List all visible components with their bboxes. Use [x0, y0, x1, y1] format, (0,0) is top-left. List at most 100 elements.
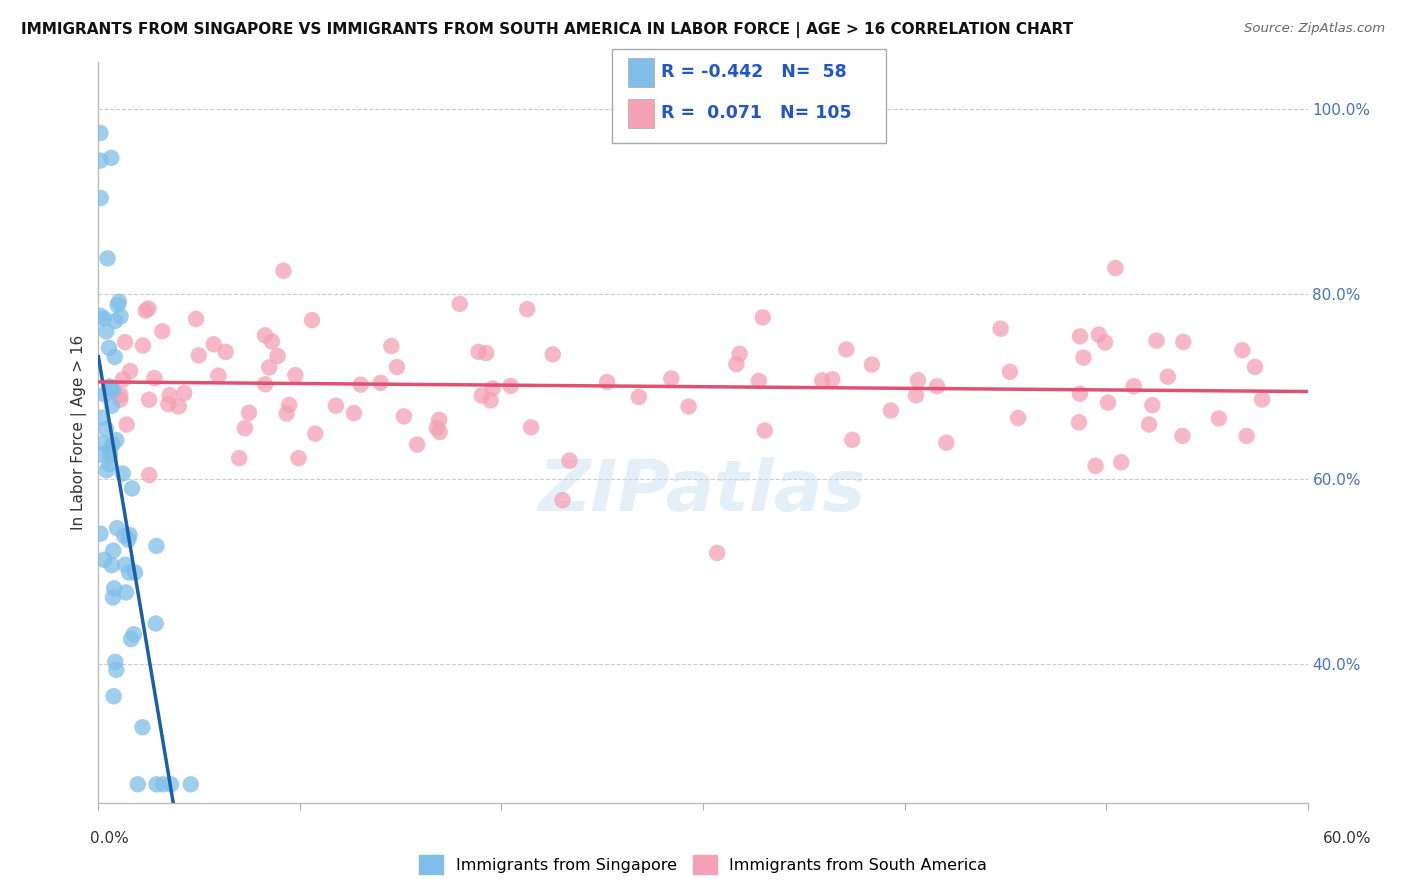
Point [1104, 261, 1126, 276]
Point [145, 777, 167, 791]
Text: R =  0.071   N= 105: R = 0.071 N= 105 [661, 104, 852, 122]
Point [516, 302, 538, 317]
Point [101, 384, 124, 398]
Point [117, 533, 139, 547]
Point [101, 437, 124, 451]
Point [678, 400, 700, 414]
Point [105, 521, 128, 535]
Point [1171, 429, 1194, 443]
Point [214, 344, 236, 359]
Point [499, 379, 522, 393]
Point [96, 324, 118, 338]
Point [94, 387, 117, 401]
Point [110, 310, 132, 324]
Point [187, 348, 209, 362]
Point [138, 468, 160, 483]
Point [90, 410, 112, 425]
Point [257, 360, 280, 375]
Text: IMMIGRANTS FROM SINGAPORE VS IMMIGRANTS FROM SOUTH AMERICA IN LABOR FORCE | AGE : IMMIGRANTS FROM SINGAPORE VS IMMIGRANTS … [21, 22, 1073, 38]
Point [112, 529, 135, 543]
Point [752, 310, 775, 325]
Point [1073, 351, 1095, 365]
Point [1069, 329, 1091, 343]
Point [1088, 327, 1111, 342]
Point [120, 364, 142, 378]
Point [238, 406, 260, 420]
Point [467, 344, 489, 359]
Point [115, 417, 138, 432]
Point [103, 543, 125, 558]
Point [103, 690, 125, 704]
Point [89, 448, 111, 462]
Point [103, 582, 125, 596]
Legend: Immigrants from Singapore, Immigrants from South America: Immigrants from Singapore, Immigrants fr… [412, 848, 994, 880]
Point [1232, 343, 1254, 358]
Point [427, 413, 450, 427]
Point [1097, 395, 1119, 409]
Point [89, 153, 111, 168]
Point [1142, 398, 1164, 412]
Point [278, 398, 301, 412]
Point [101, 399, 124, 413]
Point [748, 374, 770, 388]
Point [471, 388, 494, 402]
Point [998, 365, 1021, 379]
Point [108, 294, 131, 309]
Point [880, 403, 903, 417]
Point [122, 627, 145, 641]
Point [89, 126, 111, 140]
Point [111, 372, 134, 386]
Point [94, 422, 117, 436]
Point [202, 337, 225, 351]
Point [1173, 334, 1195, 349]
Point [860, 358, 883, 372]
Point [98, 442, 121, 457]
Point [135, 303, 157, 318]
Point [725, 357, 748, 371]
Point [145, 539, 167, 553]
Point [118, 566, 141, 580]
Point [1146, 334, 1168, 348]
Point [304, 426, 326, 441]
Point [124, 566, 146, 580]
Point [105, 663, 128, 677]
Point [325, 399, 347, 413]
Point [98, 448, 121, 462]
Point [904, 388, 927, 402]
Point [350, 377, 373, 392]
Point [835, 343, 858, 357]
Point [114, 335, 136, 350]
Point [301, 313, 323, 327]
Point [1251, 392, 1274, 407]
Point [1208, 411, 1230, 425]
Point [551, 493, 574, 508]
Point [131, 720, 153, 734]
Point [96, 252, 118, 266]
Point [160, 777, 183, 791]
Point [284, 368, 307, 383]
Point [180, 777, 202, 791]
Point [184, 312, 207, 326]
Point [475, 346, 498, 360]
Point [385, 359, 408, 374]
Text: 60.0%: 60.0% [1323, 831, 1371, 847]
Point [273, 264, 295, 278]
Point [101, 591, 124, 605]
Point [93, 311, 115, 326]
Point [159, 388, 181, 402]
Point [90, 191, 112, 205]
Point [104, 655, 127, 669]
Point [100, 381, 122, 395]
Point [96, 463, 118, 477]
Point [132, 338, 155, 352]
Point [107, 298, 129, 312]
Point [481, 381, 503, 395]
Point [145, 616, 167, 631]
Point [104, 350, 127, 364]
Text: 0.0%: 0.0% [90, 831, 129, 847]
Point [821, 372, 844, 386]
Point [121, 482, 143, 496]
Text: R = -0.442   N=  58: R = -0.442 N= 58 [661, 63, 846, 81]
Point [98, 379, 121, 393]
Point [659, 371, 682, 385]
